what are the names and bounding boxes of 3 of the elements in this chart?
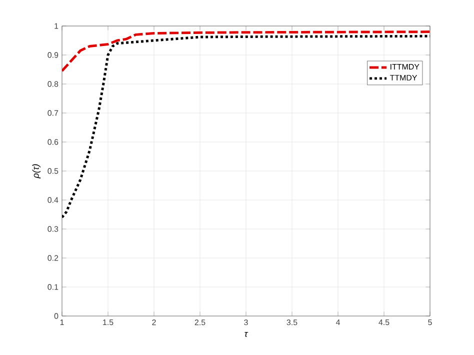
line-series — [62, 34, 430, 219]
x-axis-title: τ — [244, 332, 248, 337]
y-axis-title: ρ(τ) — [32, 164, 41, 178]
